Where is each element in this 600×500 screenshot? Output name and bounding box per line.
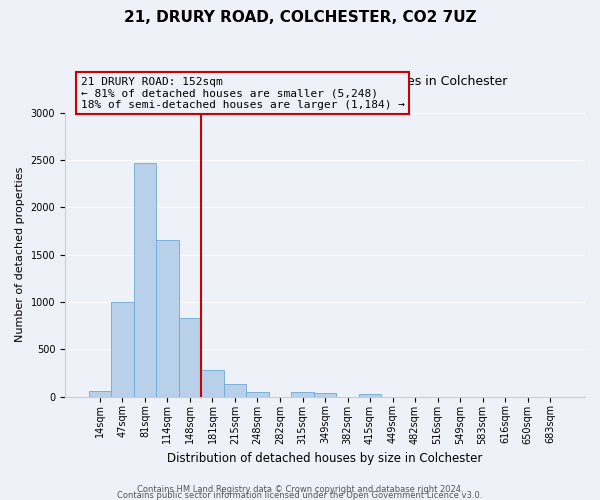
Text: 21 DRURY ROAD: 152sqm
← 81% of detached houses are smaller (5,248)
18% of semi-d: 21 DRURY ROAD: 152sqm ← 81% of detached …: [80, 76, 404, 110]
Y-axis label: Number of detached properties: Number of detached properties: [15, 167, 25, 342]
Bar: [246, 392, 269, 396]
Bar: [201, 370, 224, 396]
Bar: [359, 394, 381, 396]
Title: Size of property relative to detached houses in Colchester: Size of property relative to detached ho…: [143, 75, 507, 88]
Bar: [179, 318, 201, 396]
Bar: [156, 240, 179, 396]
Bar: [89, 392, 111, 396]
X-axis label: Distribution of detached houses by size in Colchester: Distribution of detached houses by size …: [167, 452, 483, 465]
Text: 21, DRURY ROAD, COLCHESTER, CO2 7UZ: 21, DRURY ROAD, COLCHESTER, CO2 7UZ: [124, 10, 476, 25]
Bar: [291, 392, 314, 396]
Bar: [111, 302, 134, 396]
Bar: [314, 394, 336, 396]
Bar: [224, 384, 246, 396]
Bar: [134, 163, 156, 396]
Text: Contains public sector information licensed under the Open Government Licence v3: Contains public sector information licen…: [118, 490, 482, 500]
Text: Contains HM Land Registry data © Crown copyright and database right 2024.: Contains HM Land Registry data © Crown c…: [137, 484, 463, 494]
